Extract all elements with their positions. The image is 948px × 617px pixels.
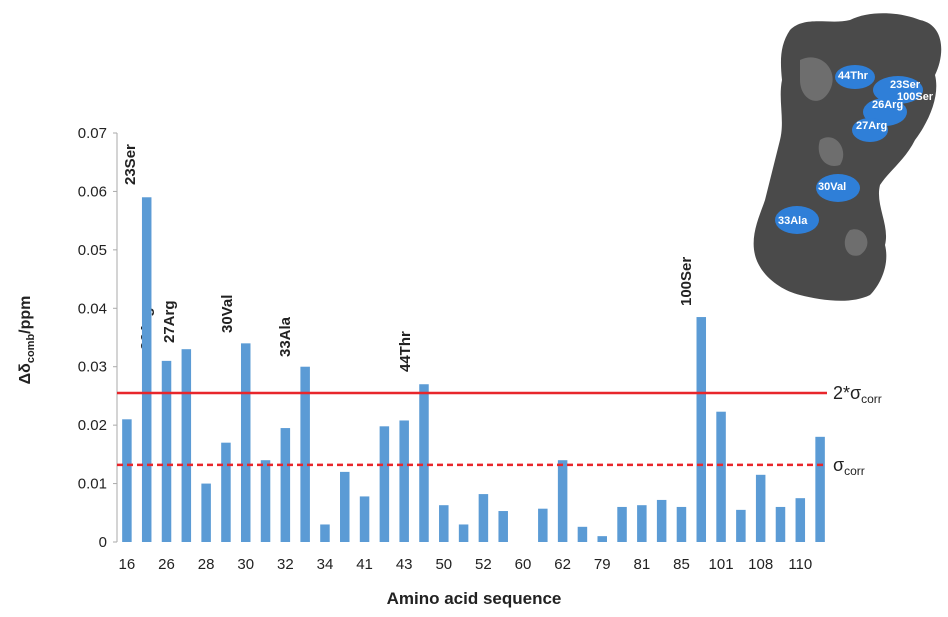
annotation: 30Val <box>219 295 236 333</box>
image-label: 27Arg <box>856 120 887 132</box>
image-label: 26Arg <box>872 99 903 111</box>
bar <box>182 349 192 542</box>
x-tick-label: 30 <box>237 556 254 573</box>
y-label-sub: comb <box>25 334 37 364</box>
x-tick-label: 43 <box>396 556 413 573</box>
reference-label: σcorr <box>833 455 865 478</box>
bar <box>122 419 132 542</box>
bar <box>538 509 548 542</box>
y-tick-label: 0.01 <box>78 476 107 493</box>
x-tick-label: 26 <box>158 556 175 573</box>
x-tick-label: 28 <box>198 556 215 573</box>
y-tick-label: 0.05 <box>78 242 107 259</box>
image-label: 30Val <box>818 181 846 193</box>
bar <box>796 498 806 542</box>
x-tick-label: 108 <box>748 556 773 573</box>
bar <box>736 510 746 542</box>
bar <box>657 500 667 542</box>
bar <box>162 361 172 542</box>
bar <box>637 505 647 542</box>
y-tick-label: 0 <box>99 534 107 551</box>
bar <box>776 507 786 542</box>
x-tick-label: 41 <box>356 556 373 573</box>
bar <box>815 437 825 542</box>
bar <box>617 507 627 542</box>
x-tick-label: 101 <box>709 556 734 573</box>
bar <box>697 317 707 542</box>
x-tick-label: 110 <box>788 556 812 573</box>
bar <box>261 460 271 542</box>
x-tick-label: 85 <box>673 556 690 573</box>
image-label: 44Thr <box>838 70 869 82</box>
image-label: 33Ala <box>778 215 808 227</box>
reference-label: 2*σcorr <box>833 383 882 406</box>
bar <box>558 460 568 542</box>
y-tick-label: 0.02 <box>78 417 107 434</box>
bar <box>360 496 370 542</box>
bar <box>340 472 350 542</box>
x-axis-label: Amino acid sequence <box>387 589 562 608</box>
bar <box>578 527 588 542</box>
bar <box>142 197 152 542</box>
reference-label-sub: corr <box>844 464 865 478</box>
protein-image: 44Thr 23Ser 100Ser 26Arg 27Arg 30Val 33A… <box>754 13 942 301</box>
annotation: 27Arg <box>161 300 178 343</box>
y-tick-label: 0.06 <box>78 183 107 200</box>
annotation: 100Ser <box>678 257 695 306</box>
bar <box>221 443 231 542</box>
bar <box>399 420 409 542</box>
bar <box>756 475 766 542</box>
reference-label-main: σ <box>833 455 844 475</box>
x-tick-label: 34 <box>317 556 334 573</box>
x-tick-label: 50 <box>435 556 452 573</box>
bar <box>419 384 429 542</box>
reference-label-main: 2*σ <box>833 383 861 403</box>
bar <box>201 484 211 542</box>
x-tick-label: 32 <box>277 556 294 573</box>
annotation: 23Ser <box>122 144 139 185</box>
bar <box>320 524 330 542</box>
x-tick-label: 16 <box>119 556 136 573</box>
y-tick-label: 0.03 <box>78 359 107 376</box>
reference-label-sub: corr <box>861 392 882 406</box>
annotation: 44Thr <box>397 331 414 372</box>
image-label: 23Ser <box>890 79 921 91</box>
x-tick-label: 62 <box>554 556 571 573</box>
bar <box>459 524 469 542</box>
bar <box>281 428 291 542</box>
y-tick-label: 0.07 <box>78 125 107 142</box>
y-label-main: Δδ <box>17 363 34 385</box>
annotation: 33Ala <box>277 316 294 357</box>
bar <box>716 412 726 542</box>
bar <box>439 505 449 542</box>
y-axis-label: Δδcomb/ppm <box>17 296 37 385</box>
bar <box>677 507 687 542</box>
protein-surface <box>754 13 942 301</box>
bar <box>241 343 251 542</box>
y-label-unit: /ppm <box>17 296 34 334</box>
chart: 44Thr 23Ser 100Ser 26Arg 27Arg 30Val 33A… <box>0 0 948 612</box>
bar <box>597 536 607 542</box>
bar <box>498 511 508 542</box>
y-tick-label: 0.04 <box>78 300 107 317</box>
bar <box>479 494 489 542</box>
x-tick-label: 79 <box>594 556 611 573</box>
x-tick-label: 52 <box>475 556 492 573</box>
x-tick-label: 81 <box>634 556 651 573</box>
x-tick-label: 60 <box>515 556 532 573</box>
bar <box>380 426 390 542</box>
